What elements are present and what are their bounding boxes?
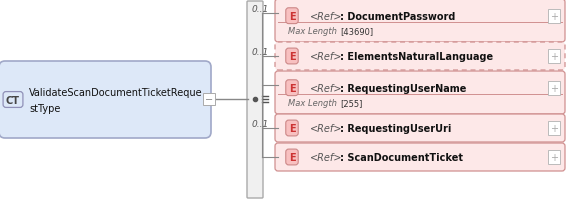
FancyBboxPatch shape: [275, 114, 565, 142]
Text: : ElementsNaturalLanguage: : ElementsNaturalLanguage: [340, 52, 493, 62]
FancyBboxPatch shape: [275, 0, 565, 43]
Text: +: +: [550, 152, 558, 162]
Text: +: +: [550, 12, 558, 22]
Text: E: E: [288, 123, 295, 133]
Text: ValidateScanDocumentTicketReque: ValidateScanDocumentTicketReque: [29, 88, 202, 98]
Text: 0..1: 0..1: [252, 119, 269, 128]
Text: E: E: [288, 52, 295, 62]
Text: <Ref>: <Ref>: [310, 152, 343, 162]
FancyBboxPatch shape: [275, 143, 565, 171]
Text: [255]: [255]: [340, 98, 363, 107]
FancyBboxPatch shape: [275, 43, 565, 71]
Text: +: +: [550, 52, 558, 62]
Text: <Ref>: <Ref>: [310, 12, 343, 22]
Text: <Ref>: <Ref>: [310, 52, 343, 62]
Text: 0..1: 0..1: [252, 48, 269, 57]
FancyBboxPatch shape: [275, 72, 565, 114]
Text: : DocumentPassword: : DocumentPassword: [340, 12, 455, 22]
Text: stType: stType: [29, 103, 60, 113]
Text: CT: CT: [6, 95, 20, 105]
Text: E: E: [288, 152, 295, 162]
Text: E: E: [288, 83, 295, 93]
Text: E: E: [288, 12, 295, 22]
Text: [43690]: [43690]: [340, 27, 373, 36]
Text: : RequestingUserUri: : RequestingUserUri: [340, 123, 451, 133]
Text: <Ref>: <Ref>: [310, 83, 343, 93]
FancyBboxPatch shape: [0, 62, 211, 138]
Text: +: +: [550, 123, 558, 133]
Text: Max Length: Max Length: [288, 27, 337, 36]
Text: : RequestingUserName: : RequestingUserName: [340, 83, 466, 93]
Text: <Ref>: <Ref>: [310, 123, 343, 133]
FancyBboxPatch shape: [247, 2, 263, 198]
Text: 0..1: 0..1: [252, 5, 269, 14]
Text: −: −: [205, 95, 213, 104]
Text: : ScanDocumentTicket: : ScanDocumentTicket: [340, 152, 463, 162]
Text: Max Length: Max Length: [288, 98, 337, 107]
Text: +: +: [550, 83, 558, 93]
